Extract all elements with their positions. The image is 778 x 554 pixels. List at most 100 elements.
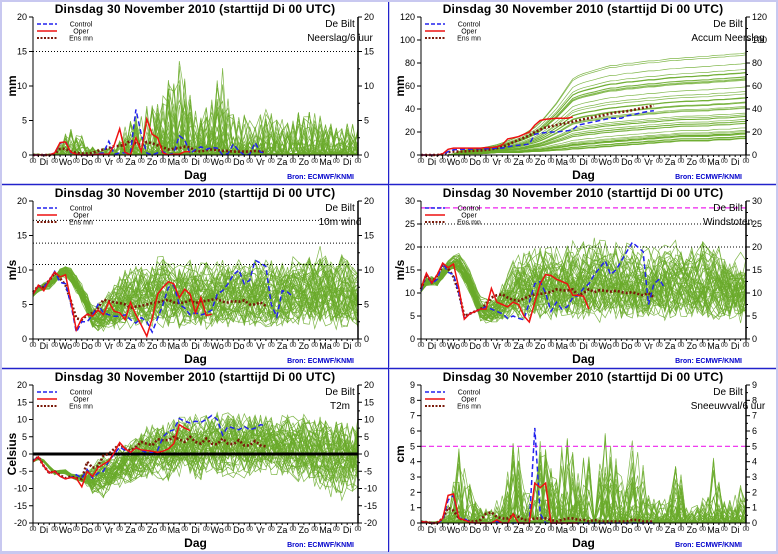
x-day-label: Wo bbox=[59, 525, 72, 535]
x-hour-label: 00 bbox=[116, 527, 123, 533]
variable-label: Neerslag/6 uur bbox=[307, 33, 373, 44]
x-hour-label: 00 bbox=[548, 527, 555, 533]
y-tick-label-left: -15 bbox=[14, 501, 27, 511]
x-day-label: Di bbox=[579, 525, 588, 535]
y-tick-label-right: 5 bbox=[364, 116, 369, 126]
x-hour-label: 00 bbox=[526, 159, 533, 165]
x-day-label: Wo bbox=[447, 341, 460, 351]
legend-label: Control bbox=[70, 206, 93, 213]
ensemble-member-line bbox=[421, 72, 747, 156]
y-tick-label-right: 0 bbox=[752, 334, 757, 344]
x-hour-label: 00 bbox=[246, 527, 253, 533]
y-tick-label-right: 3 bbox=[752, 472, 757, 482]
x-hour-label: 00 bbox=[51, 527, 58, 533]
y-tick-label-right: 10 bbox=[364, 265, 374, 275]
ensemble-member-line bbox=[32, 413, 359, 478]
y-tick-label-right: 0 bbox=[364, 334, 369, 344]
series-ens-mn bbox=[421, 505, 654, 525]
x-hour-label: 00 bbox=[355, 527, 362, 533]
ensemble-member-line bbox=[32, 437, 359, 494]
chart-title: Dinsdag 30 November 2010 (starttijd Di 0… bbox=[55, 2, 336, 16]
x-day-label: Vr bbox=[256, 157, 265, 167]
location-label: De Bilt bbox=[713, 203, 743, 214]
x-hour-label: 00 bbox=[613, 527, 620, 533]
legend-label: Oper bbox=[461, 213, 477, 220]
x-hour-label: 00 bbox=[268, 527, 275, 533]
y-axis-title: m/s bbox=[393, 259, 407, 280]
ensemble-member-line bbox=[420, 262, 747, 320]
legend-label: Oper bbox=[461, 29, 477, 36]
chart-title: Dinsdag 30 November 2010 (starttijd Di 0… bbox=[443, 186, 724, 200]
x-day-label: Vr bbox=[104, 157, 113, 167]
legend-label: Control bbox=[458, 206, 481, 213]
ensemble-member-line bbox=[421, 52, 747, 156]
variable-label: T2m bbox=[330, 401, 350, 412]
x-hour-label: 00 bbox=[591, 527, 598, 533]
source-label: Bron: ECMWF/KNMI bbox=[287, 174, 354, 181]
legend-label: Oper bbox=[73, 397, 89, 404]
ensemble-member-line bbox=[32, 272, 359, 325]
y-tick-label-right: 30 bbox=[752, 196, 762, 206]
x-day-label: Do bbox=[621, 525, 633, 535]
x-hour-label: 00 bbox=[290, 527, 297, 533]
chart-svg-accum_neerslag: Dinsdag 30 November 2010 (starttijd Di 0… bbox=[393, 2, 767, 182]
y-tick-label-right: 15 bbox=[364, 231, 374, 241]
y-tick-label-left: 0 bbox=[22, 334, 27, 344]
x-hour-label: 00 bbox=[138, 343, 145, 349]
y-tick-label-left: 15 bbox=[17, 397, 27, 407]
x-hour-label: 00 bbox=[51, 343, 58, 349]
x-hour-label: 00 bbox=[203, 343, 210, 349]
chart-title: Dinsdag 30 November 2010 (starttijd Di 0… bbox=[443, 2, 724, 16]
x-hour-label: 00 bbox=[483, 527, 490, 533]
y-axis-title: Celsius bbox=[5, 432, 19, 475]
source-label: Bron: ECMWF/KNMI bbox=[287, 542, 354, 549]
x-hour-label: 00 bbox=[721, 159, 728, 165]
x-day-label: Do bbox=[469, 525, 481, 535]
x-day-label: Wo bbox=[59, 341, 72, 351]
x-day-label: Do bbox=[81, 525, 93, 535]
series-control bbox=[421, 109, 654, 156]
x-hour-label: 00 bbox=[548, 159, 555, 165]
x-day-label: Ma bbox=[707, 157, 720, 167]
y-tick-label-left: 5 bbox=[22, 432, 27, 442]
y-tick-label-left: 20 bbox=[405, 127, 415, 137]
ensemble-member-line bbox=[421, 112, 747, 156]
location-label: De Bilt bbox=[325, 19, 355, 30]
x-day-label: Zo bbox=[147, 525, 158, 535]
y-axis-title: m/s bbox=[5, 259, 19, 280]
y-tick-label-left: 7 bbox=[410, 411, 415, 421]
x-hour-label: 00 bbox=[268, 343, 275, 349]
y-tick-label-right: 100 bbox=[752, 35, 767, 45]
x-hour-label: 00 bbox=[181, 527, 188, 533]
x-day-label: Di bbox=[428, 341, 437, 351]
x-day-label: Di bbox=[40, 341, 49, 351]
x-hour-label: 00 bbox=[743, 159, 750, 165]
x-hour-label: 00 bbox=[311, 343, 318, 349]
x-day-label: Za bbox=[125, 341, 136, 351]
y-tick-label-left: 25 bbox=[405, 219, 415, 229]
x-hour-label: 00 bbox=[483, 159, 490, 165]
x-day-label: Ma bbox=[319, 157, 332, 167]
x-hour-label: 00 bbox=[656, 343, 663, 349]
ensemble-members bbox=[420, 237, 747, 324]
x-hour-label: 00 bbox=[743, 343, 750, 349]
x-day-label: Di bbox=[731, 341, 740, 351]
x-day-label: Wo bbox=[210, 525, 223, 535]
legend-label: Ens mn bbox=[69, 36, 93, 43]
ensemble-member-line bbox=[32, 265, 359, 321]
x-day-label: Vr bbox=[492, 157, 501, 167]
legend-label: Control bbox=[70, 390, 93, 397]
chart-title: Dinsdag 30 November 2010 (starttijd Di 0… bbox=[443, 370, 724, 384]
x-day-label: Di bbox=[191, 525, 200, 535]
x-axis-title: Dag bbox=[572, 536, 595, 550]
location-label: De Bilt bbox=[713, 387, 743, 398]
x-day-label: Di bbox=[343, 157, 352, 167]
legend-label: Oper bbox=[73, 29, 89, 36]
x-day-label: Ma bbox=[168, 341, 181, 351]
ensemble-member-line bbox=[420, 253, 747, 312]
chart-svg-t2m: Dinsdag 30 November 2010 (starttijd Di 0… bbox=[5, 370, 377, 550]
y-tick-label-right: 7 bbox=[752, 411, 757, 421]
